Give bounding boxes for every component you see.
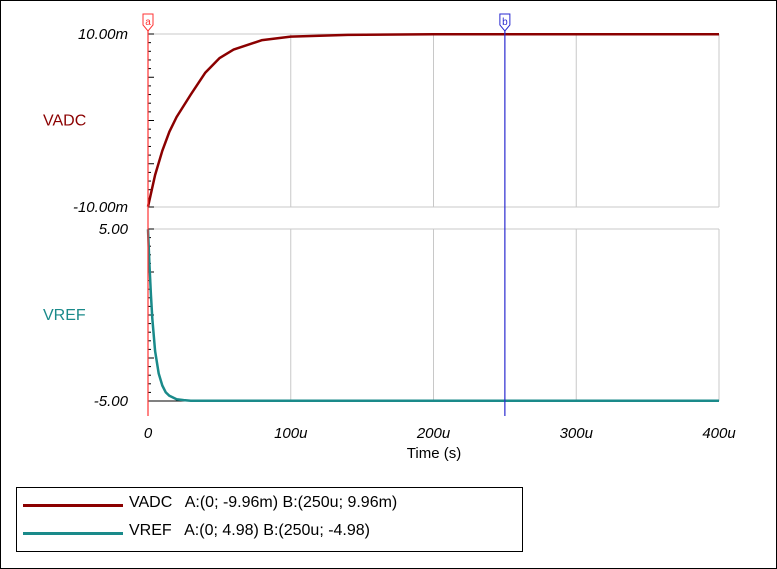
series-line-vref [146, 229, 719, 402]
y-tick-label: -5.00 [94, 393, 129, 410]
panel-label-vadc: VADC [43, 113, 86, 130]
series-line-vadc [146, 33, 719, 207]
cursor-a[interactable]: a [142, 13, 154, 416]
legend-text-vadc: VADC A:(0; -9.96m) B:(250u; 9.96m) [129, 494, 398, 511]
legend: VADC A:(0; -9.96m) B:(250u; 9.96m) VREF … [16, 487, 523, 552]
y-tick-label: -10.00m [73, 199, 128, 216]
legend-entry-vref: VREF A:(0; 4.98) B:(250u; -4.98) [17, 520, 522, 546]
x-tick-label: 0 [144, 425, 153, 442]
grid [148, 33, 720, 402]
legend-swatch-vref [23, 532, 123, 535]
x-tick-label: 200u [416, 425, 451, 442]
y-tick-label: 10.00m [78, 26, 128, 43]
legend-text-vref: VREF A:(0; 4.98) B:(250u; -4.98) [129, 522, 370, 539]
labels: Time (s) 10.00m -10.00m VADC 5.00 -5.00 VREF 0… [43, 26, 736, 462]
legend-entry-vadc: VADC A:(0; -9.96m) B:(250u; 9.96m) [17, 492, 522, 518]
axes [147, 33, 154, 402]
y-tick-label: 5.00 [99, 221, 129, 238]
legend-swatch-vadc [23, 504, 123, 507]
x-tick-label: 400u [702, 425, 736, 442]
x-tick-label: 300u [560, 425, 594, 442]
cursor-flag-a [142, 13, 154, 32]
cursor-flag-label-a: a [145, 17, 151, 28]
series-layer [146, 33, 719, 402]
x-axis-label: Time (s) [407, 445, 461, 462]
cursor-flag-b [499, 13, 511, 32]
cursor-flag-label-b: b [502, 17, 508, 28]
panel-label-vref: VREF [43, 307, 86, 324]
cursor-b[interactable]: b [499, 13, 511, 416]
x-tick-label: 100u [274, 425, 308, 442]
